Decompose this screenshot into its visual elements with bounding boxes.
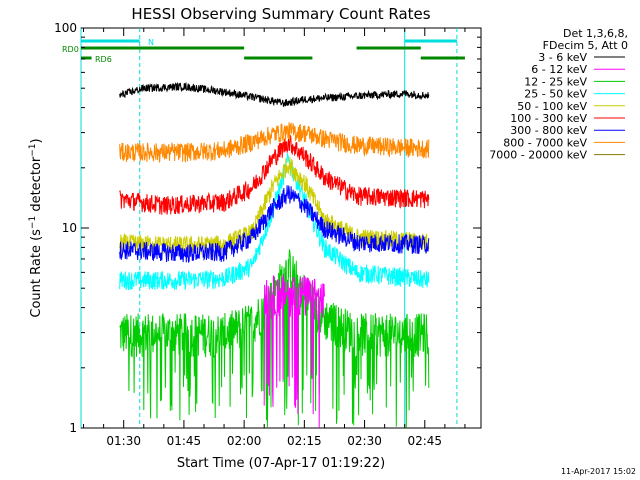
y-axis: 1 10 100: [54, 21, 481, 435]
legend-header: FDecim 5, Att 0: [543, 39, 628, 52]
y-tick-label: 100: [54, 21, 77, 35]
y-tick-label: 10: [62, 221, 77, 235]
x-axis: 01:30 01:45 02:00 02:15 02:30 02:45: [83, 28, 466, 448]
series-layer: [119, 81, 430, 428]
plot-area: N RD0 RD6: [62, 27, 482, 429]
legend-entry-label: 25 - 50 keV: [524, 88, 587, 101]
timestamp: 11-Apr-2017 15:02: [561, 467, 636, 476]
x-tick-label: 02:00: [227, 434, 262, 448]
legend-entry-label: 6 - 12 keV: [531, 63, 587, 76]
x-tick-label: 02:15: [287, 434, 322, 448]
series-line: [119, 81, 430, 107]
series-line: [119, 153, 430, 291]
x-tick-label: 01:30: [106, 434, 141, 448]
legend-entry-label: 800 - 7000 keV: [503, 136, 587, 149]
y-axis-label-end: ): [29, 138, 44, 143]
y-axis-label-mid: detector: [29, 156, 44, 216]
y-tick-label: 1: [69, 421, 77, 435]
series-line: [119, 185, 430, 264]
status-bars: N RD0 RD6: [62, 38, 465, 64]
chart-title: HESSI Observing Summary Count Rates: [131, 5, 430, 23]
x-tick-label: 02:30: [347, 434, 382, 448]
legend-header: Det 1,3,6,8,: [563, 27, 628, 40]
status-bar-label: N: [148, 38, 154, 47]
series-line: [119, 121, 430, 164]
series-line: [119, 249, 430, 428]
plot-frame: [80, 27, 482, 429]
legend-entry-label: 300 - 800 keV: [510, 124, 587, 137]
legend-entry-label: 7000 - 20000 keV: [489, 149, 587, 162]
status-bar-label: RD0: [62, 45, 79, 54]
legend-entry-label: 3 - 6 keV: [538, 51, 587, 64]
legend-entry-label: 100 - 300 keV: [510, 112, 587, 125]
x-axis-label: Start Time (07-Apr-17 01:19:22): [177, 456, 385, 471]
legend-entry-label: 12 - 25 keV: [524, 75, 587, 88]
y-axis-label-exp2: −1: [28, 143, 38, 156]
x-tick-label: 02:45: [407, 434, 442, 448]
status-bar-label: RD6: [95, 55, 112, 64]
x-tick-label: 01:45: [167, 434, 202, 448]
series-line: [263, 273, 325, 428]
y-axis-label-main: Count Rate (s: [29, 229, 44, 318]
series-line: [119, 135, 430, 215]
y-axis-label: Count Rate (s−1 detector−1): [28, 138, 44, 317]
y-axis-label-exp1: −1: [28, 216, 38, 229]
legend-entry-label: 50 - 100 keV: [517, 100, 587, 113]
